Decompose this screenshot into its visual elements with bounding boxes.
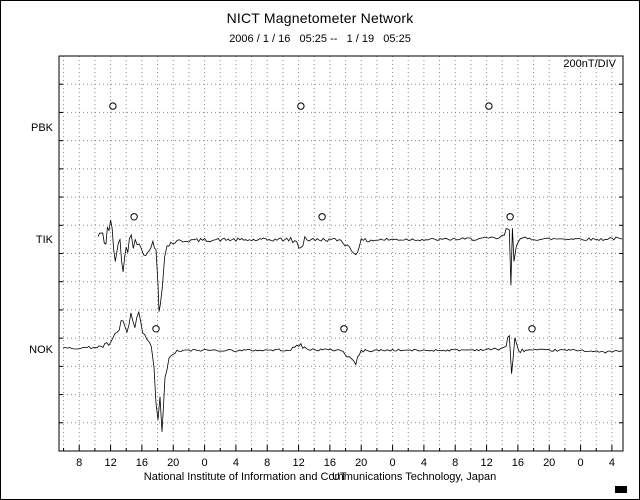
- midnight-marker-tik: [506, 213, 514, 221]
- x-tick-label: 12: [104, 457, 117, 469]
- x-tick-label: 16: [323, 457, 337, 469]
- midnight-marker-tik: [130, 213, 138, 221]
- midnight-marker-nok: [528, 325, 536, 333]
- x-tick-label: 0: [577, 457, 584, 469]
- footer-credit: National Institute of Information and Co…: [143, 471, 497, 483]
- x-tick-label: 0: [201, 457, 208, 469]
- midnight-marker-pbk: [109, 102, 117, 110]
- plot-frame: [58, 55, 624, 452]
- x-tick-label: 8: [452, 457, 459, 469]
- trace-nok: [62, 310, 623, 432]
- station-label-pbk: PBK: [30, 122, 53, 135]
- trace-tik: [97, 220, 623, 312]
- x-tick-label: 8: [76, 457, 83, 469]
- x-axis-unit-label: UT: [332, 471, 347, 483]
- station-label-nok: NOK: [29, 343, 53, 356]
- x-tick-label: 4: [232, 457, 239, 469]
- scale-label: 200nT/DIV: [563, 58, 616, 70]
- x-tick-label: 8: [264, 457, 271, 469]
- midnight-marker-pbk: [485, 102, 493, 110]
- x-tick-label: 20: [167, 457, 180, 469]
- x-tick-label: 20: [543, 457, 556, 469]
- page-title: NICT Magnetometer Network: [226, 10, 414, 26]
- midnight-marker-nok: [152, 325, 160, 333]
- x-tick-label: 12: [480, 457, 493, 469]
- midnight-marker-nok: [340, 325, 348, 333]
- x-tick-label: 4: [608, 457, 615, 469]
- x-tick-label: 0: [389, 457, 396, 469]
- x-tick-label: 12: [292, 457, 305, 469]
- date-range-subtitle: 2006 / 1 / 16 05:25 -- 1 / 19 05:25: [229, 33, 411, 45]
- corner-artifact: [615, 486, 627, 493]
- midnight-marker-pbk: [297, 102, 305, 110]
- x-tick-label: 16: [511, 457, 525, 469]
- x-tick-label: 4: [420, 457, 427, 469]
- x-tick-label: 20: [355, 457, 368, 469]
- station-label-tik: TIK: [35, 233, 53, 246]
- x-tick-label: 16: [135, 457, 149, 469]
- midnight-marker-tik: [318, 213, 326, 221]
